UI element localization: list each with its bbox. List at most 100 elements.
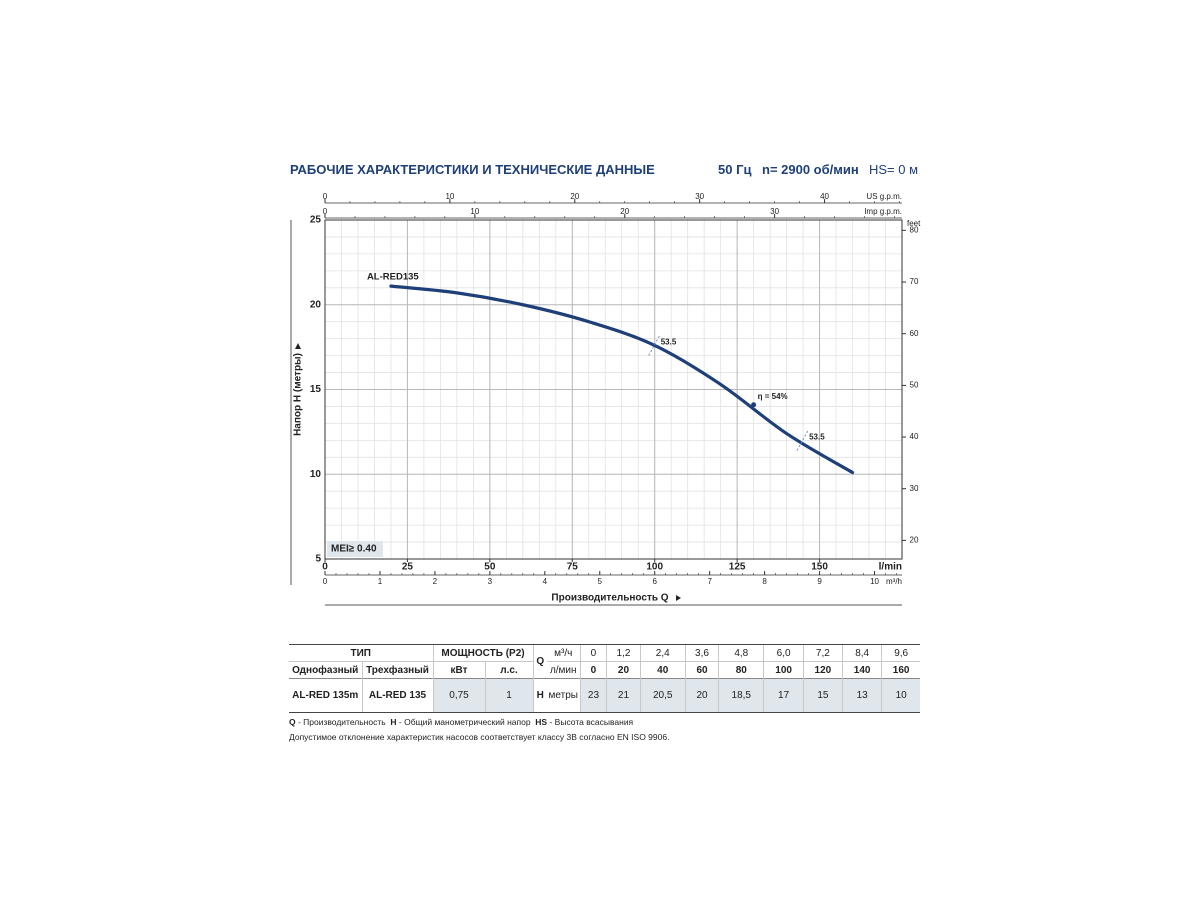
cell: 20 — [684, 678, 719, 713]
cell: 18,5 — [718, 678, 764, 713]
secondary-tick-label: 20 — [620, 207, 629, 216]
y2-tick-label: 50 — [910, 380, 919, 389]
x-tick-label: 150 — [811, 562, 828, 573]
x-tick-label: 125 — [729, 562, 746, 573]
y2-tick-label: 80 — [910, 225, 919, 234]
cell: кВт — [432, 661, 485, 679]
secondary-tick-label: 10 — [870, 577, 879, 586]
cell: 6,0 — [763, 644, 804, 662]
note-key: H — [390, 717, 397, 727]
x-axis-label: l/min — [879, 562, 902, 573]
y-tick-label: 15 — [310, 384, 322, 395]
secondary-tick-label: 8 — [762, 577, 767, 586]
secondary-tick-label: 2 — [433, 577, 438, 586]
secondary-tick-label: 1 — [378, 577, 383, 586]
secondary-tick-label: 10 — [470, 207, 479, 216]
cell: 4,8 — [718, 644, 764, 662]
legend-note: Q - Производительность H - Общий маномет… — [289, 717, 633, 727]
cell: 80 — [718, 661, 764, 679]
secondary-tick-label: 0 — [323, 577, 328, 586]
cell: 160 — [881, 661, 920, 679]
note-text: - Производительность — [295, 717, 386, 727]
cell: 1,2 — [606, 644, 641, 662]
y2-tick-label: 40 — [910, 432, 919, 441]
suction: HS= 0 м — [869, 162, 919, 177]
cell: 7,2 — [802, 644, 843, 662]
cell: Однофазный — [289, 661, 362, 679]
cell: 40 — [639, 661, 686, 679]
cell: 8,4 — [842, 644, 882, 662]
secondary-tick-label: 0 — [323, 207, 328, 216]
cell: 0 — [579, 644, 607, 662]
annotation: 53.5 — [661, 338, 677, 347]
arrow — [295, 343, 301, 349]
secondary-tick-label: 7 — [707, 577, 712, 586]
note-key: HS — [535, 717, 548, 727]
note-text: - Высота всасывания — [547, 717, 634, 727]
secondary-tick-label: 20 — [570, 192, 579, 201]
cell: 60 — [684, 661, 719, 679]
cell: 13 — [842, 678, 882, 713]
y2-tick-label: 20 — [910, 536, 919, 545]
mei-box — [327, 541, 383, 557]
efficiency-point — [751, 402, 757, 408]
cell: 100 — [763, 661, 804, 679]
cell: л.с. — [484, 661, 533, 679]
cell: 15 — [802, 678, 843, 713]
secondary-axis-label: m³/h — [886, 577, 902, 586]
cell: H — [532, 678, 547, 713]
note-text: - Общий манометрический напор — [396, 717, 531, 727]
cell: AL-RED 135 — [361, 678, 433, 713]
secondary-tick-label: 5 — [598, 577, 603, 586]
secondary-tick-label: 4 — [543, 577, 548, 586]
secondary-tick-label: 0 — [323, 192, 328, 201]
cell: 140 — [842, 661, 882, 679]
cell: 2,4 — [639, 644, 686, 662]
cell: 17 — [763, 678, 804, 713]
secondary-tick-label: 9 — [817, 577, 822, 586]
arrow — [676, 595, 681, 601]
mei-label: MEI≥ 0.40 — [331, 544, 377, 555]
cell: 0,75 — [432, 678, 485, 713]
x-tick-label: 50 — [484, 562, 496, 573]
cell: 120 — [802, 661, 843, 679]
cell: Трехфазный — [361, 661, 433, 679]
y2-axis-label: feet — [907, 219, 921, 228]
secondary-tick-label: 3 — [488, 577, 493, 586]
plot-frame — [324, 219, 903, 560]
y-tick-label: 5 — [315, 554, 321, 565]
cell: ТИП — [289, 644, 433, 662]
cell: 21 — [606, 678, 641, 713]
secondary-tick-label: 6 — [652, 577, 657, 586]
y2-tick-label: 70 — [910, 277, 919, 286]
cell: 9,6 — [881, 644, 920, 662]
x-tick-label: 100 — [646, 562, 663, 573]
y-tick-label: 10 — [310, 469, 322, 480]
secondary-tick-label: 40 — [820, 192, 829, 201]
note-key: Q — [289, 717, 296, 727]
y2-tick-label: 60 — [910, 329, 919, 338]
secondary-tick-label: 10 — [445, 192, 454, 201]
cell: 20 — [606, 661, 641, 679]
secondary-axis-label: US g.p.m. — [866, 192, 902, 201]
speed: n= 2900 об/мин — [762, 162, 859, 177]
annotation: η = 54% — [758, 392, 788, 401]
x-tick-label: 0 — [322, 562, 328, 573]
tolerance-note: Допустимое отклонение характеристик насо… — [289, 732, 670, 742]
x-axis-title: Производительность Q — [551, 593, 668, 604]
cell: 20,5 — [639, 678, 686, 713]
y-tick-label: 20 — [310, 299, 322, 310]
x-tick-label: 25 — [402, 562, 414, 573]
pump-curve — [389, 284, 855, 475]
frequency: 50 Гц — [718, 162, 752, 177]
cell: метры — [547, 678, 580, 713]
annotation: 53.5 — [809, 432, 825, 441]
x-tick-label: 75 — [567, 562, 579, 573]
secondary-tick-label: 30 — [695, 192, 704, 201]
secondary-tick-label: 30 — [770, 207, 779, 216]
y-axis-title: Напор H (метры) — [293, 353, 304, 436]
cell: 1 — [484, 678, 533, 713]
cell: 3,6 — [684, 644, 719, 662]
